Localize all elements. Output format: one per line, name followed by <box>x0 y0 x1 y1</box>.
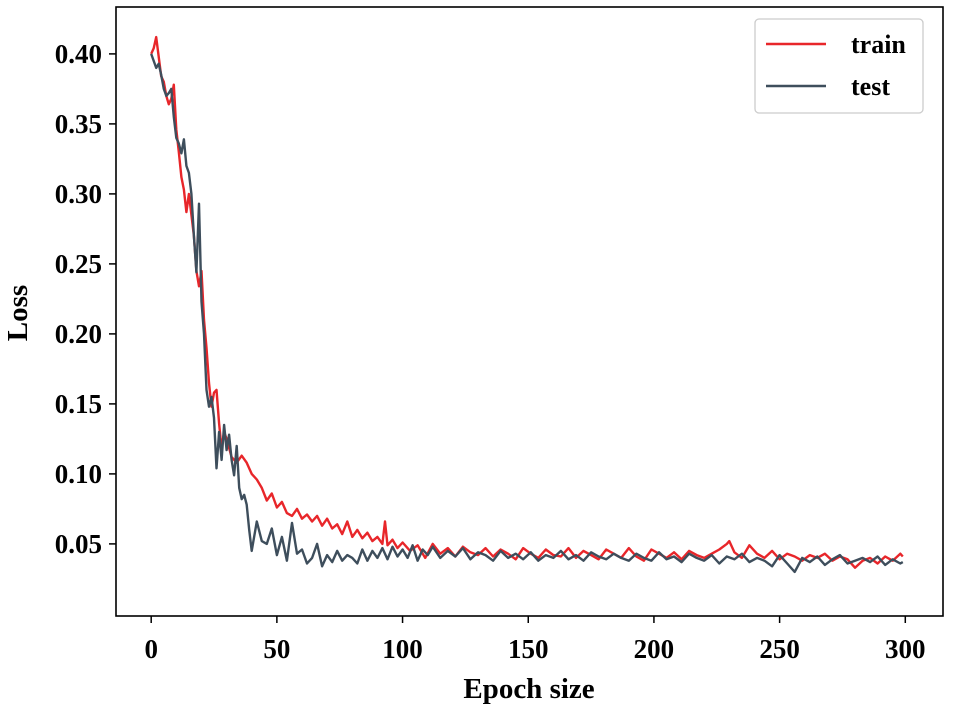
legend-label-test: test <box>851 72 890 101</box>
y-tick-label-0.35: 0.35 <box>55 109 102 139</box>
x-tick-label-300: 300 <box>885 634 926 664</box>
x-tick-label-0: 0 <box>144 634 158 664</box>
legend-box <box>754 18 924 114</box>
legend-label-train: train <box>851 30 906 59</box>
plot-frame <box>115 6 944 617</box>
y-tick-label-0.10: 0.10 <box>55 459 102 489</box>
y-tick-label-0.25: 0.25 <box>55 249 102 279</box>
y-tick-label-0.20: 0.20 <box>55 319 102 349</box>
plot-area <box>115 6 944 617</box>
x-axis-ticks: 0 50 100 150 200 250 300 <box>144 616 926 664</box>
x-tick-label-200: 200 <box>634 634 675 664</box>
x-tick-label-150: 150 <box>508 634 549 664</box>
series-line-train <box>150 35 904 569</box>
series-layer <box>150 35 904 574</box>
y-tick-label-0.15: 0.15 <box>55 389 102 419</box>
legend: train test <box>754 18 924 114</box>
x-axis-title: Epoch size <box>463 673 594 705</box>
x-tick-label-100: 100 <box>382 634 423 664</box>
y-tick-label-0.30: 0.30 <box>55 179 102 209</box>
y-axis-ticks: 0.05 0.10 0.15 0.20 0.25 0.30 0.35 0.40 <box>55 39 116 559</box>
x-tick-label-50: 50 <box>263 634 290 664</box>
y-tick-label-0.05: 0.05 <box>55 529 102 559</box>
series-line-test <box>150 53 904 574</box>
x-tick-label-250: 250 <box>759 634 800 664</box>
y-tick-label-0.40: 0.40 <box>55 39 102 69</box>
y-axis-title: Loss <box>2 285 34 341</box>
